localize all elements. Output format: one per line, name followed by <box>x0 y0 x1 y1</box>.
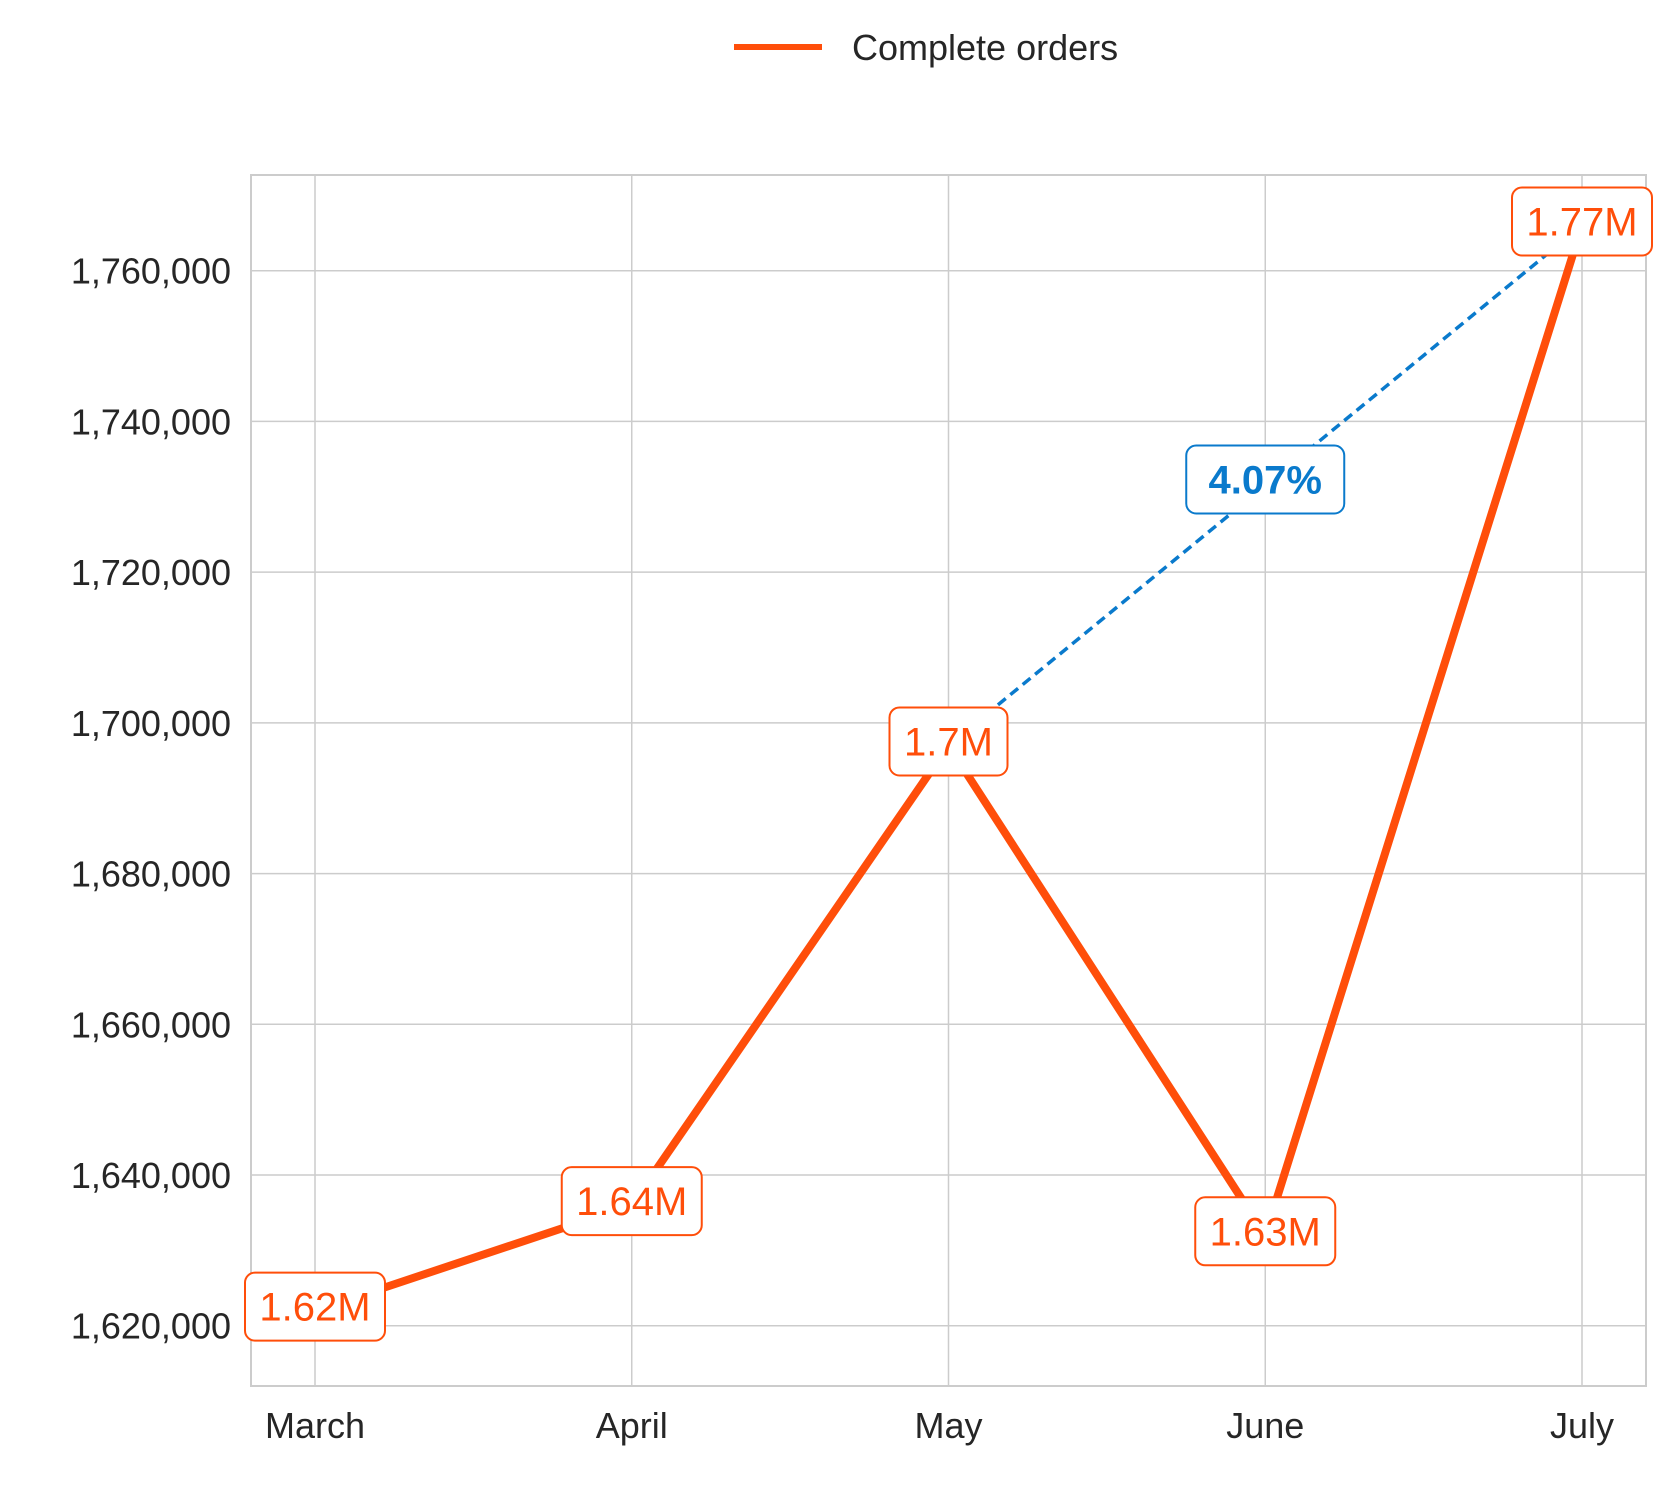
y-tick-label: 1,660,000 <box>71 1004 231 1045</box>
legend: Complete orders <box>734 27 1118 68</box>
data-label-box <box>560 1166 703 1237</box>
y-tick-label: 1,680,000 <box>71 854 231 895</box>
y-tick-label: 1,740,000 <box>71 401 231 442</box>
legend-label-complete-orders: Complete orders <box>852 27 1118 68</box>
x-tick-label-june: June <box>1226 1405 1304 1446</box>
x-tick-label-may: May <box>914 1405 982 1446</box>
data-label-box <box>1194 1196 1337 1267</box>
data-label-box <box>1511 186 1653 257</box>
y-tick-label: 1,720,000 <box>71 552 231 593</box>
growth-percent-label: 4.07% <box>1209 458 1322 502</box>
growth-annotation: 4.07% <box>947 224 1584 747</box>
data-label: 1.7M <box>904 720 993 764</box>
data-label: 1.63M <box>1210 1210 1321 1254</box>
y-tick-label: 1,620,000 <box>71 1306 231 1347</box>
x-tick-label-july: July <box>1550 1405 1614 1446</box>
data-label: 1.77M <box>1526 200 1637 244</box>
y-axis: 1,620,000 1,640,000 1,660,000 1,680,000 1,70… <box>71 251 231 1347</box>
growth-label-box <box>1185 444 1346 515</box>
x-tick-label-april: April <box>596 1405 668 1446</box>
gridlines <box>251 175 1646 1386</box>
plot-area <box>250 174 1647 1387</box>
y-tick-label: 1,640,000 <box>71 1155 231 1196</box>
data-label: 1.64M <box>576 1180 687 1224</box>
x-tick-label-march: March <box>265 1405 365 1446</box>
data-labels: 1.62M 1.64M 1.7M 1.63M 1.77M <box>244 186 1653 1342</box>
data-label-box <box>244 1271 386 1342</box>
data-label-box <box>888 706 1009 777</box>
x-axis: March April May June July <box>265 1405 1614 1446</box>
y-tick-label: 1,700,000 <box>71 703 231 744</box>
y-tick-label: 1,760,000 <box>71 251 231 292</box>
data-label: 1.62M <box>259 1286 370 1330</box>
